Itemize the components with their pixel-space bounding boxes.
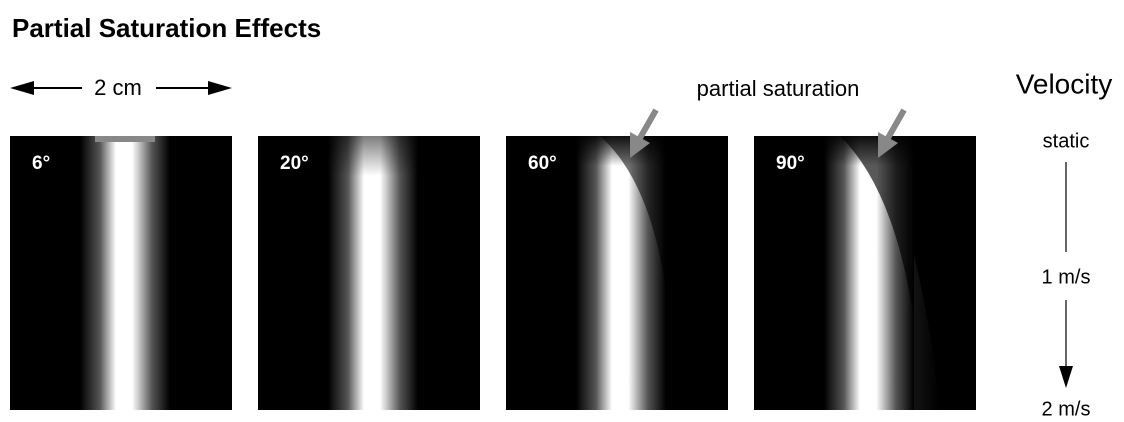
panel-label: 90° (776, 153, 805, 174)
panel-label: 6° (32, 153, 50, 174)
panel-label: 20° (280, 153, 309, 174)
velocity-label: static (1043, 130, 1090, 152)
scale-bar: 2 cm (10, 75, 232, 100)
velocity-label: 2 m/s (1042, 398, 1091, 420)
velocity-title: Velocity (1016, 68, 1113, 99)
panel: 6° (10, 136, 232, 410)
velocity-arrowhead (1059, 366, 1073, 388)
velocity-label: 1 m/s (1042, 266, 1091, 288)
panel: 90° (754, 136, 976, 410)
scale-label: 2 cm (94, 75, 142, 100)
figure: Partial Saturation Effects 2 cm partial … (0, 0, 1124, 422)
panel: 60° (506, 136, 728, 410)
annotation: partial saturation (697, 76, 860, 101)
title: Partial Saturation Effects (12, 13, 321, 43)
panel: 20° (258, 136, 480, 410)
panel-label: 60° (528, 153, 557, 174)
